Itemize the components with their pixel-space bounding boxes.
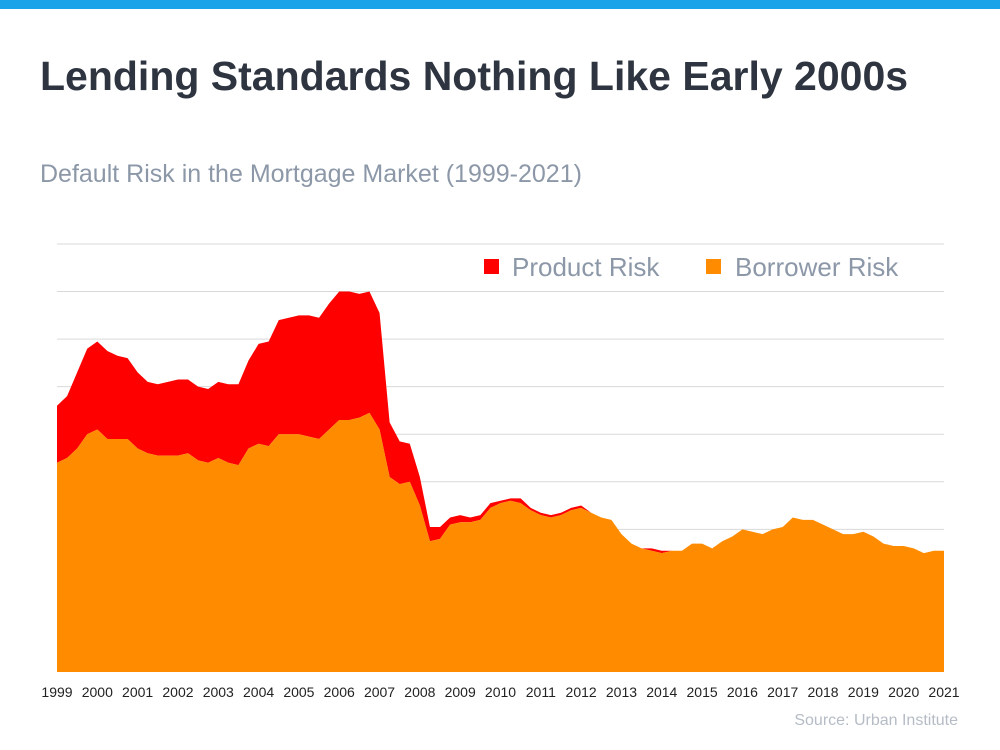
x-tick-label: 2014 [646,684,677,700]
x-tick-label: 2021 [928,684,959,700]
source-note: Source: Urban Institute [794,712,958,729]
x-tick-label: 2009 [445,684,476,700]
legend-label: Borrower Risk [735,252,899,282]
x-tick-label: 2012 [566,684,597,700]
area-series-product-risk [57,291,944,554]
x-tick-label: 2007 [364,684,395,700]
x-tick-label: 2000 [82,684,113,700]
x-tick-label: 2015 [687,684,718,700]
x-tick-label: 2011 [526,684,556,700]
page-title: Lending Standards Nothing Like Early 200… [40,53,909,99]
x-tick-label: 2001 [122,684,153,700]
x-tick-label: 2018 [807,684,838,700]
x-tick-label: 2010 [485,684,516,700]
area-series-borrower-risk [57,412,944,672]
x-tick-label: 2004 [243,684,274,700]
x-tick-label: 2003 [203,684,234,700]
x-tick-label: 2006 [324,684,355,700]
legend-swatch [706,259,721,274]
x-tick-label: 2019 [848,684,879,700]
x-tick-label: 2013 [606,684,637,700]
chart-areas [57,291,944,672]
x-tick-label: 2020 [888,684,919,700]
x-tick-label: 2017 [767,684,798,700]
chart-legend: Product Risk Borrower Risk [484,252,899,282]
x-tick-label: 2008 [404,684,435,700]
legend-label: Product Risk [512,252,660,282]
legend-swatch [484,259,499,274]
x-tick-label: 2016 [727,684,758,700]
top-accent-bar [0,0,1000,9]
x-tick-label: 1999 [41,684,72,700]
x-axis-ticks: 1999 2000 2001 2002 2003 2004 2005 2006 2007 2008… [41,684,959,700]
x-tick-label: 2002 [162,684,193,700]
x-tick-label: 2005 [283,684,314,700]
chart-subtitle: Default Risk in the Mortgage Market (199… [40,160,582,188]
